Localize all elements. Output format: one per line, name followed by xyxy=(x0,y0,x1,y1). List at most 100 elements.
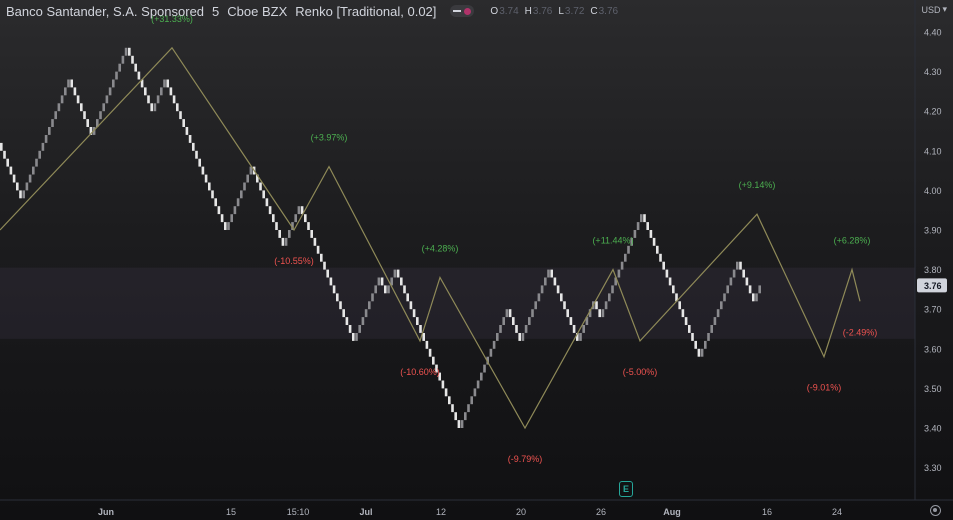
up-brick xyxy=(582,325,585,333)
time-tick-label: 16 xyxy=(762,507,772,517)
up-brick xyxy=(374,285,377,294)
down-brick xyxy=(281,237,285,246)
chevron-down-icon: ▾ xyxy=(942,4,947,14)
down-brick xyxy=(316,245,320,254)
down-brick xyxy=(310,230,313,238)
down-brick xyxy=(681,309,685,318)
down-brick xyxy=(649,230,653,238)
down-brick xyxy=(752,293,755,302)
zigzag-label: (+31.33%) xyxy=(151,14,193,24)
down-brick xyxy=(211,190,214,199)
down-brick xyxy=(665,269,669,278)
gear-icon[interactable] xyxy=(930,505,941,516)
chart-style[interactable]: Renko [Traditional, 0.02] xyxy=(295,3,437,19)
down-brick xyxy=(515,325,518,333)
visibility-toggle[interactable] xyxy=(450,5,475,17)
zigzag-label: (+6.28%) xyxy=(834,236,871,246)
down-brick xyxy=(278,230,281,238)
down-brick xyxy=(668,277,672,286)
zigzag-path xyxy=(0,46,861,430)
chart-header: Banco Santander, S.A. Sponsored 5 Cboe B… xyxy=(6,2,618,20)
time-axis[interactable]: Jun 15 15:10 Jul 12 20 26 Aug 16 24 xyxy=(0,499,953,517)
interval[interactable]: 5 xyxy=(212,3,220,19)
down-brick xyxy=(86,119,89,127)
minus-icon xyxy=(453,10,462,12)
down-brick xyxy=(643,214,646,223)
up-brick xyxy=(38,150,41,159)
down-brick xyxy=(179,111,182,120)
up-brick xyxy=(505,309,509,318)
up-brick xyxy=(713,317,717,325)
up-brick xyxy=(284,237,288,246)
down-brick xyxy=(576,333,579,341)
time-tick-label: 20 xyxy=(516,507,526,517)
up-brick xyxy=(736,261,739,270)
zigzag-label: (-5.00%) xyxy=(623,367,658,377)
ohlc-low-value: 3.72 xyxy=(564,5,585,17)
down-brick xyxy=(400,277,403,286)
price-tick-label: 3.30 xyxy=(924,463,942,473)
up-brick xyxy=(48,127,51,135)
up-brick xyxy=(57,103,61,112)
up-brick xyxy=(361,317,365,325)
shaded-band xyxy=(0,267,915,339)
up-brick xyxy=(521,333,525,341)
zigzag-label: (-9.79%) xyxy=(508,454,543,464)
earnings-icon[interactable]: E xyxy=(619,481,633,497)
down-brick xyxy=(428,348,432,357)
up-brick xyxy=(611,285,614,294)
down-brick xyxy=(384,285,387,294)
up-brick xyxy=(588,309,592,318)
down-brick xyxy=(646,222,649,230)
up-brick xyxy=(540,285,544,294)
up-brick xyxy=(51,119,54,127)
down-brick xyxy=(432,356,435,365)
down-brick xyxy=(176,103,179,112)
up-brick xyxy=(633,230,637,238)
symbol-name[interactable]: Banco Santander, S.A. Sponsored xyxy=(6,3,205,19)
down-brick xyxy=(313,237,317,246)
up-brick xyxy=(499,325,502,333)
down-brick xyxy=(422,333,425,341)
down-brick xyxy=(9,166,13,175)
up-brick xyxy=(358,325,361,333)
down-brick xyxy=(214,198,217,207)
zigzag-label: (-2.49%) xyxy=(843,327,878,337)
down-brick xyxy=(739,261,742,270)
down-brick xyxy=(659,253,662,262)
price-tick-label: 3.60 xyxy=(924,344,942,354)
down-brick xyxy=(80,103,83,112)
down-brick xyxy=(678,301,681,310)
down-brick xyxy=(419,325,422,333)
up-brick xyxy=(489,348,493,357)
up-brick xyxy=(617,269,621,278)
down-brick xyxy=(332,285,336,294)
down-brick xyxy=(208,182,211,191)
up-brick xyxy=(105,95,109,104)
up-brick xyxy=(25,182,29,191)
up-brick xyxy=(243,182,246,191)
up-brick xyxy=(476,380,480,389)
down-brick xyxy=(320,253,323,262)
down-brick xyxy=(508,309,512,318)
down-brick xyxy=(560,293,563,302)
up-brick xyxy=(64,87,67,96)
up-brick xyxy=(630,237,633,246)
down-brick xyxy=(6,158,9,167)
up-brick xyxy=(636,222,640,230)
up-brick xyxy=(390,277,393,286)
up-brick xyxy=(163,79,166,88)
down-brick xyxy=(652,237,656,246)
down-brick xyxy=(137,71,141,80)
up-brick xyxy=(732,269,736,278)
up-brick xyxy=(227,222,230,230)
up-brick xyxy=(377,277,381,286)
down-brick xyxy=(201,166,205,175)
price-axis[interactable]: 4.40 4.30 4.20 4.10 4.00 3.90 3.80 3.70 3.60 3.50… xyxy=(914,0,947,500)
price-tick-label: 4.10 xyxy=(924,146,942,156)
down-brick xyxy=(550,269,553,278)
down-brick xyxy=(272,214,275,223)
currency-selector[interactable]: USD ▾ xyxy=(921,4,947,15)
up-brick xyxy=(118,63,121,72)
